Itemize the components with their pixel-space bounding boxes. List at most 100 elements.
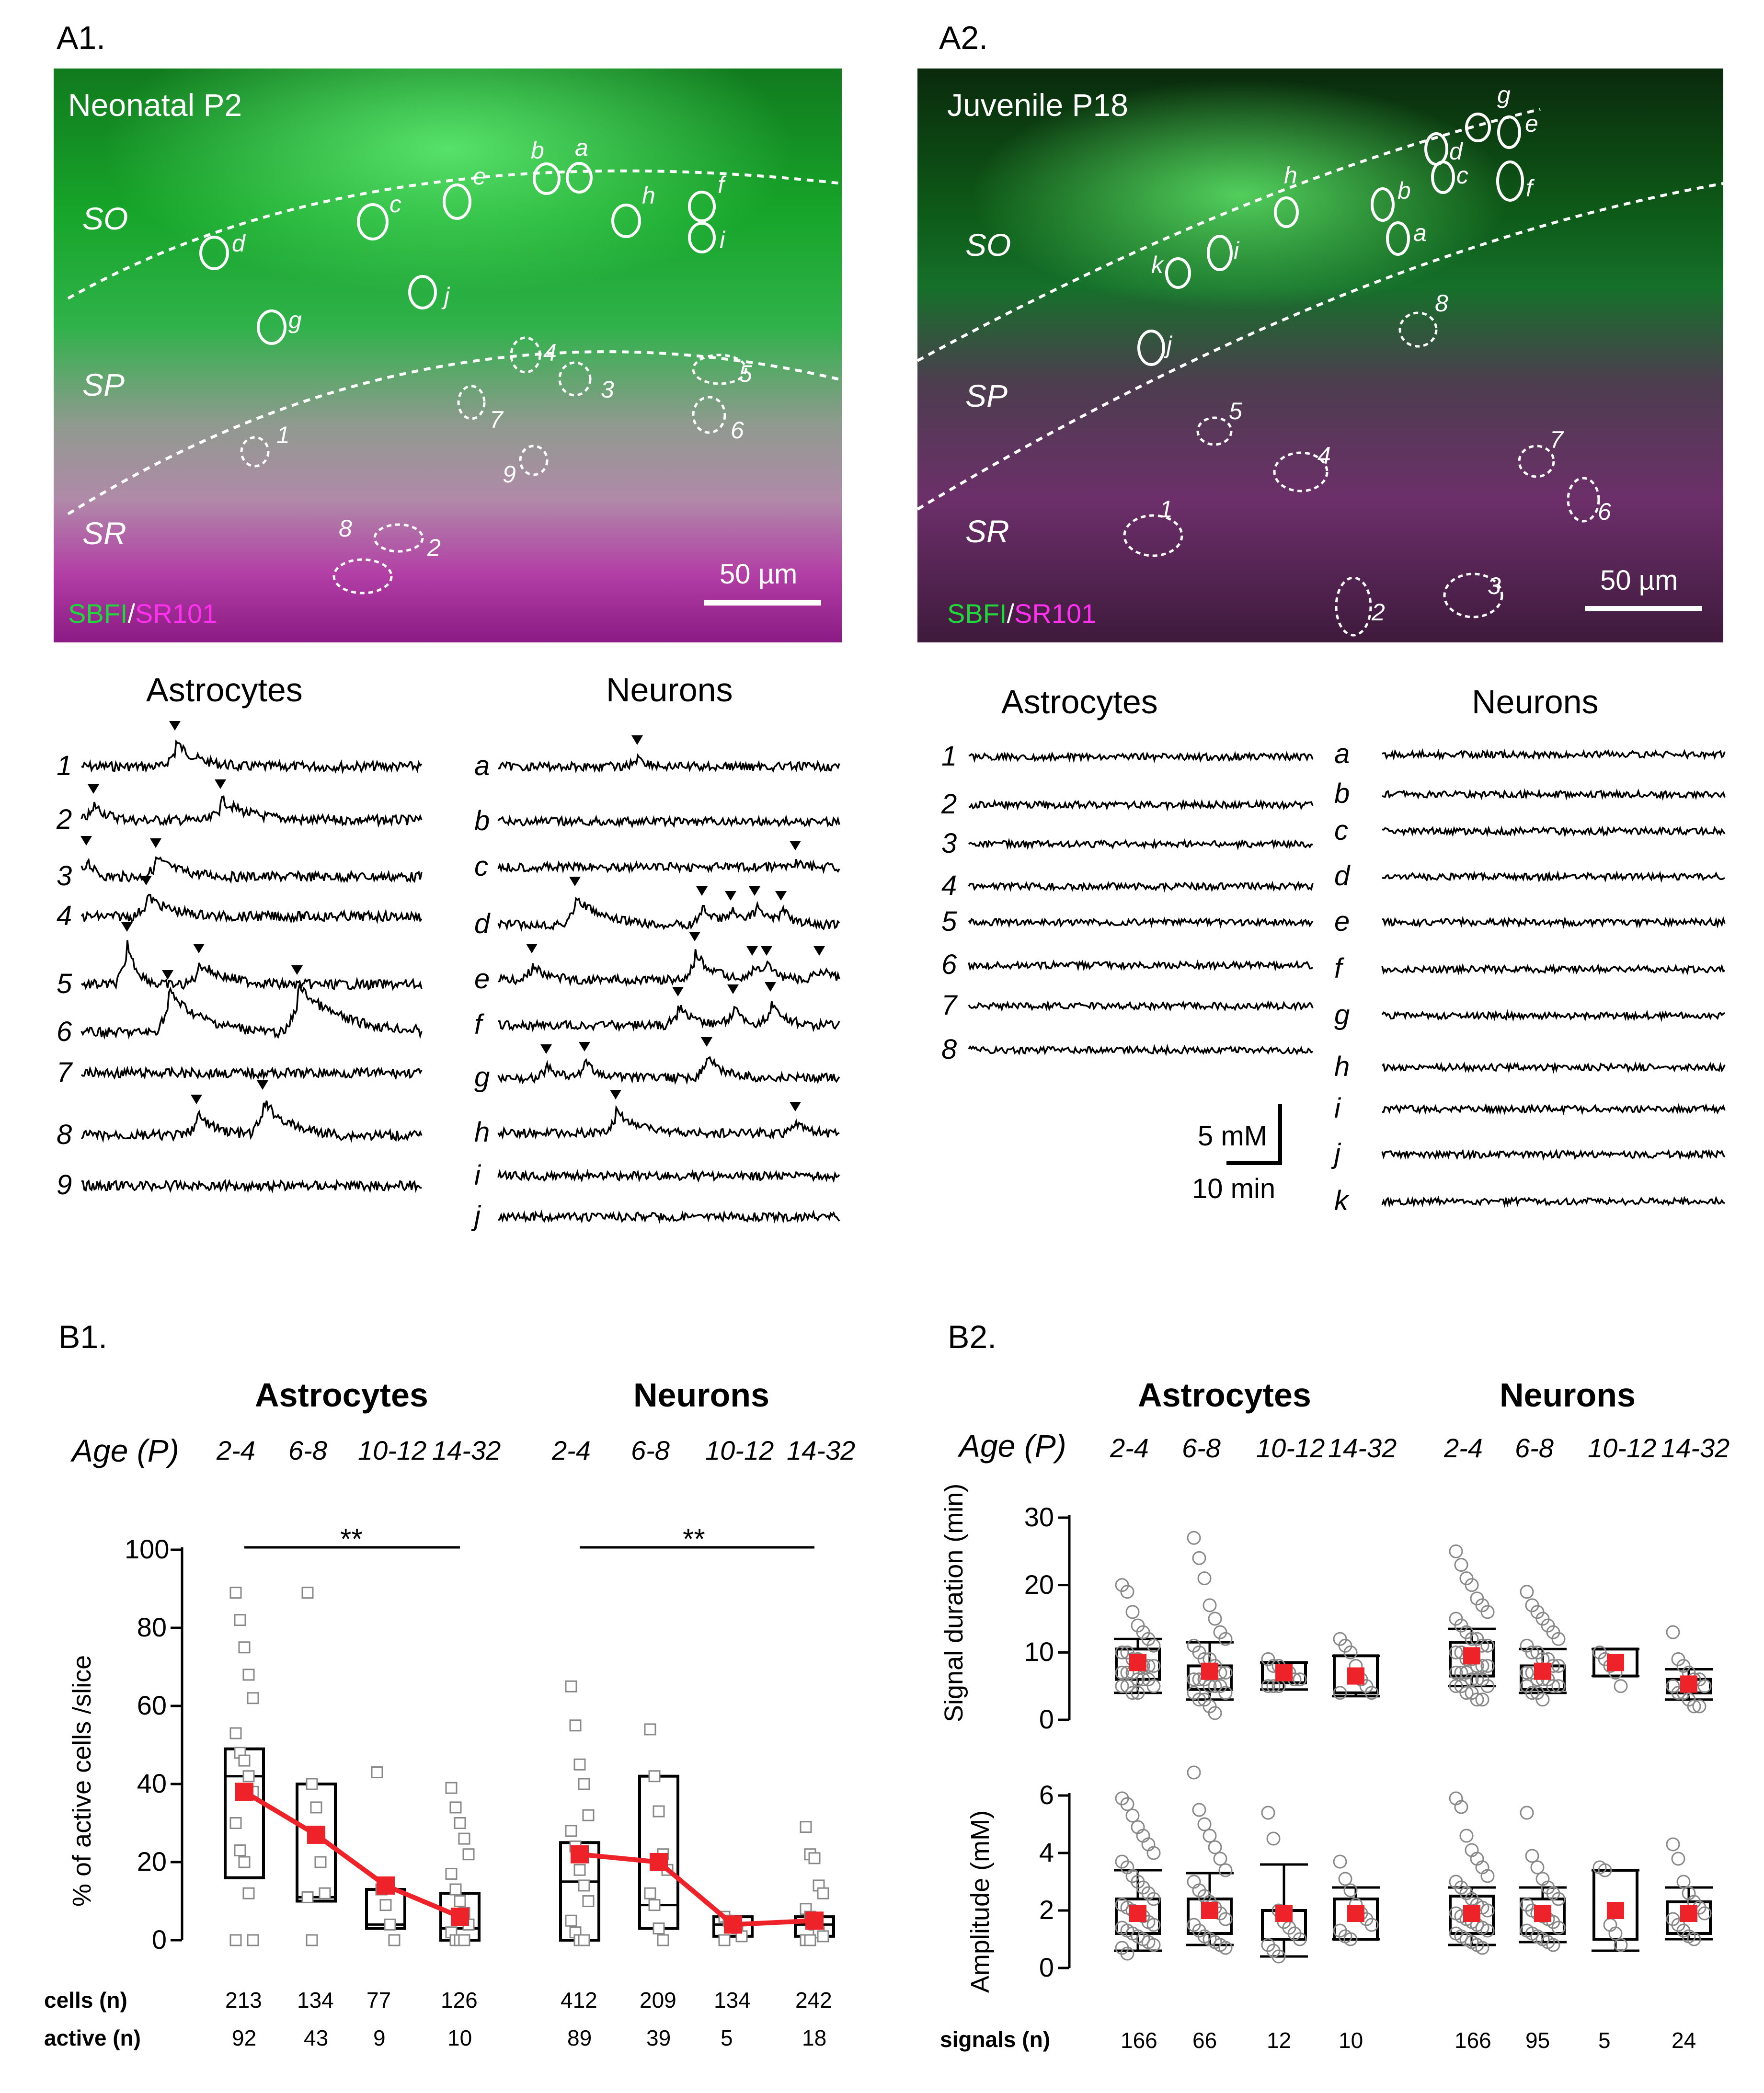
b2-amplitude-point: [1197, 1817, 1212, 1831]
b2-duration-point: [1480, 1679, 1495, 1693]
b2-amplitude-point: [1459, 1829, 1474, 1843]
a1-neuron-trace-marker: [727, 984, 739, 994]
b2-amplitude-point: [1146, 1892, 1161, 1906]
b2-amplitude-mean-point: [1607, 1902, 1624, 1919]
b2-amplitude-point: [1213, 1852, 1227, 1866]
a2-layer-sp: SP: [965, 378, 1008, 413]
a1-neuron-trace: [497, 1104, 840, 1140]
a2-astro-trace-header: Astrocytes: [1001, 683, 1158, 721]
a1-cell-label: j: [444, 283, 450, 309]
b1-cells-n: 213: [225, 1988, 262, 2013]
b1-cells-n: 412: [561, 1988, 597, 2013]
a2-astro-trace: [968, 916, 1314, 929]
b2-amplitude-point: [1146, 1846, 1161, 1860]
panel-a1-label: A1.: [57, 20, 106, 56]
a1-neuron-trace-marker: [775, 891, 787, 901]
panel-b2-label: B2.: [948, 1319, 997, 1355]
b2-duration-point: [1480, 1605, 1495, 1619]
a1-neuron-trace-label: e: [474, 963, 490, 995]
b1-active-n: 43: [304, 2025, 329, 2050]
b1-mean-point: [451, 1908, 469, 1926]
a2-cell-label: 4: [1317, 442, 1331, 469]
b1-active-n: 92: [232, 2025, 257, 2050]
b1-point: [379, 1899, 392, 1911]
b1-age-title: Age (P): [72, 1433, 179, 1468]
a1-neuron-trace-label: a: [474, 750, 490, 781]
b2-duration-point: [1364, 1686, 1379, 1700]
b1-point: [314, 1856, 327, 1868]
b2-amplitude-point: [1480, 1923, 1495, 1938]
b2-signals-n: 24: [1672, 2028, 1696, 2053]
b2-age-title: Age (P): [959, 1428, 1066, 1464]
b2-amplitude-mean-point: [1129, 1905, 1146, 1922]
b1-point: [449, 1801, 462, 1814]
b1-point: [229, 1727, 242, 1739]
b1-point: [229, 1934, 242, 1946]
a2-neuron-trace: [1381, 1061, 1726, 1074]
b2-amplitude-point: [1218, 1863, 1233, 1877]
b1-point: [804, 1934, 816, 1946]
b2-amplitude-point: [1676, 1875, 1691, 1889]
b1-point: [462, 1848, 475, 1861]
b2-amplitude-point: [1203, 1829, 1217, 1843]
a2-trace-scalebar: [1226, 1104, 1282, 1165]
b1-cells-n: 209: [640, 1988, 676, 2013]
a1-cell-label: e: [473, 163, 486, 190]
b1-mean-point: [805, 1911, 824, 1930]
b2-amplitude-point: [1697, 1906, 1712, 1921]
a1-neuron-trace-marker: [540, 1044, 552, 1054]
a2-micrograph: Juvenile P18 SO SP SR 50 µm SBFI/SR101 a…: [917, 69, 1723, 642]
b2-signals-n: 10: [1339, 2028, 1363, 2053]
b2-duration-point: [1525, 1686, 1539, 1700]
b1-point: [454, 1895, 466, 1907]
b1-tick-label: 0: [151, 1924, 167, 1955]
b2-duration-point: [1520, 1666, 1534, 1680]
b2-signals-n: 166: [1455, 2028, 1491, 2053]
a1-astro-trace-marker: [193, 944, 205, 953]
b1-tick-label: 80: [137, 1612, 167, 1642]
b2-duration-tick-label: 10: [1024, 1636, 1054, 1667]
b1-astrocytes-age-label: 10-12: [358, 1435, 427, 1465]
b2-amplitude-mean-point: [1680, 1905, 1697, 1922]
b2-duration-point: [1614, 1679, 1628, 1693]
a2-layer-so: SO: [965, 227, 1011, 263]
a1-neuron-trace-header: Neurons: [606, 671, 733, 709]
b2-amplitude-tick-label: 2: [1039, 1895, 1054, 1925]
b2-duration-point: [1146, 1638, 1161, 1653]
a1-astro-trace-marker: [191, 1095, 202, 1104]
a2-trace-scale-y: 5 mM: [1198, 1121, 1267, 1152]
b1-active-label: active (n): [44, 2025, 141, 2050]
b2-duration-point: [1449, 1544, 1463, 1558]
b1-point: [388, 1934, 401, 1946]
a1-neuron-trace-label: c: [474, 851, 488, 882]
a2-neuron-trace-label: i: [1334, 1093, 1340, 1124]
a2-astro-trace-label: 2: [941, 789, 957, 820]
b1-cells-n: 134: [297, 1988, 334, 2013]
a1-neuron-trace: [498, 753, 840, 774]
a2-stain-legend: SBFI/SR101: [947, 598, 1097, 629]
b1-tick-label: 100: [125, 1534, 170, 1564]
b1-point: [371, 1766, 383, 1779]
b2-duration-point: [1475, 1693, 1489, 1707]
a1-neuron-trace-label: b: [474, 805, 490, 836]
b2-duration-point: [1449, 1666, 1463, 1680]
b1-active-n: 89: [567, 2025, 592, 2050]
b1-significance-neuron: **: [683, 1523, 705, 1555]
b2-duration-point: [1266, 1679, 1281, 1693]
b2-amplitude-mean-point: [1275, 1905, 1293, 1922]
b1-group-neuron: Neurons: [633, 1376, 769, 1414]
a1-cell-label: g: [288, 307, 302, 333]
b1-active-n: 5: [721, 2025, 733, 2050]
a2-neuron-trace: [1382, 788, 1726, 801]
a1-astro-trace: [80, 1065, 423, 1081]
b1-point: [817, 1930, 829, 1943]
a2-astro-trace-label: 3: [941, 828, 957, 859]
a2-neuron-trace: [1382, 825, 1726, 838]
a1-neuron-trace-marker: [749, 886, 760, 896]
b1-point: [445, 1782, 458, 1794]
b1-point: [648, 1770, 661, 1783]
b1-point: [238, 1641, 251, 1654]
a1-neuron-trace-marker: [765, 982, 776, 992]
b2-amplitude-point: [1530, 1860, 1545, 1875]
a1-cell-label: 3: [601, 376, 614, 403]
